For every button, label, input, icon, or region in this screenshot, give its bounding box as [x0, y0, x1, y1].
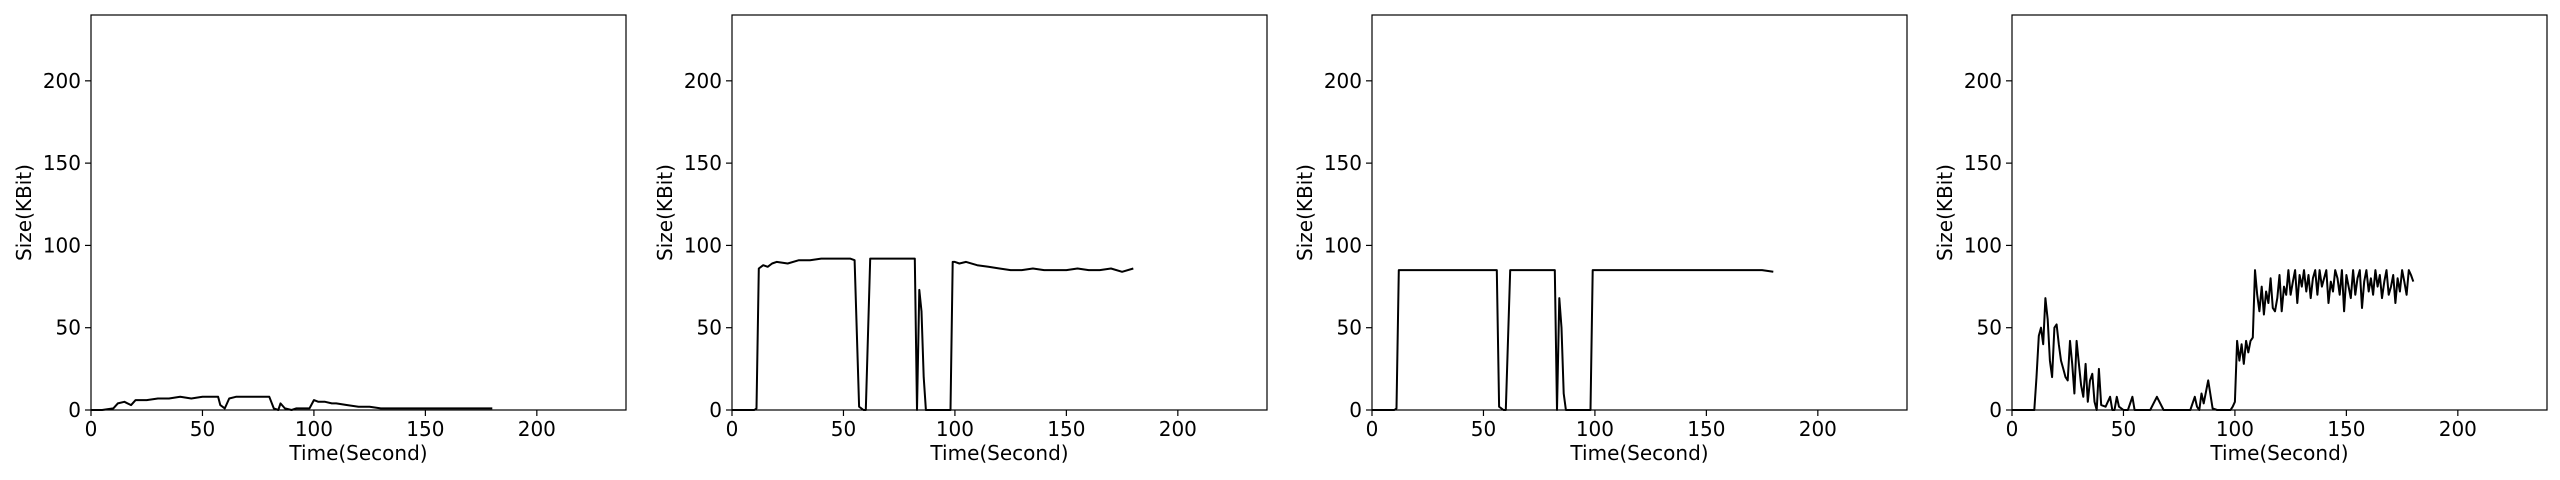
x-axis-label: Time(Second): [929, 441, 1068, 465]
x-axis-label: Time(Second): [1569, 441, 1708, 465]
x-tick-label: 150: [1047, 417, 1085, 441]
y-tick-label: 0: [1989, 398, 2002, 422]
y-tick-label: 0: [1349, 398, 1362, 422]
series-line: [732, 257, 1134, 411]
x-tick-label: 50: [2111, 417, 2136, 441]
y-tick-label: 150: [1964, 151, 2002, 175]
y-tick-label: 200: [43, 69, 81, 93]
y-axis-label: Size(KBit): [1933, 164, 1957, 261]
x-tick-label: 50: [190, 417, 215, 441]
y-axis-label: Size(KBit): [653, 164, 677, 261]
y-tick-label: 0: [68, 398, 81, 422]
plot-frame: [1371, 14, 1908, 411]
plot-frame: [90, 14, 627, 411]
x-tick-label: 0: [1366, 417, 1379, 441]
y-tick-label: 100: [684, 233, 722, 257]
y-tick-label: 50: [1977, 316, 2002, 340]
y-tick-label: 200: [684, 69, 722, 93]
chart-panels: 0 50 100 150 200 0 50 100 150 200 Time(Second) Size…: [12, 14, 2548, 465]
x-tick-label: 100: [2216, 417, 2254, 441]
y-axis-label: Size(KBit): [12, 164, 36, 261]
chart-panel-1: 0 50 100 150 200 0 50 100 150 200 Time(Second) Size…: [12, 14, 627, 465]
x-tick-label: 100: [1576, 417, 1614, 441]
y-tick-label: 150: [43, 151, 81, 175]
x-tick-label: 150: [1687, 417, 1725, 441]
x-axis-label: Time(Second): [2209, 441, 2348, 465]
y-tick-label: 150: [1324, 151, 1362, 175]
y-tick-label: 50: [56, 316, 81, 340]
x-tick-label: 50: [1471, 417, 1496, 441]
x-tick-label: 50: [831, 417, 856, 441]
series-line: [1372, 269, 1774, 411]
x-tick-label: 0: [2006, 417, 2019, 441]
y-tick-label: 100: [1964, 233, 2002, 257]
y-axis-label: Size(KBit): [1293, 164, 1317, 261]
x-tick-label: 0: [726, 417, 739, 441]
chart-panel-3: 0 50 100 150 200 0 50 100 150 200 Time(Second) Size…: [1293, 14, 1908, 465]
y-tick-label: 200: [1964, 69, 2002, 93]
x-tick-label: 0: [85, 417, 98, 441]
y-tick-label: 150: [684, 151, 722, 175]
y-tick-label: 100: [43, 233, 81, 257]
chart-panel-2: 0 50 100 150 200 0 50 100 150 200 Time(Second) Size…: [653, 14, 1268, 465]
y-tick-label: 50: [697, 316, 722, 340]
plot-frame: [731, 14, 1268, 411]
x-tick-label: 200: [518, 417, 556, 441]
series-line: [91, 395, 493, 411]
x-tick-label: 200: [1159, 417, 1197, 441]
series-line: [2012, 269, 2415, 411]
x-axis-label: Time(Second): [288, 441, 427, 465]
y-tick-label: 50: [1337, 316, 1362, 340]
y-tick-label: 200: [1324, 69, 1362, 93]
x-tick-label: 100: [295, 417, 333, 441]
chart-panel-4: 0 50 100 150 200 0 50 100 150 200 Time(Second) Size…: [1933, 14, 2548, 465]
x-tick-label: 200: [1799, 417, 1837, 441]
x-tick-label: 150: [2327, 417, 2365, 441]
plot-frame: [2011, 14, 2548, 411]
x-tick-label: 200: [2439, 417, 2477, 441]
x-tick-label: 100: [936, 417, 974, 441]
y-tick-label: 0: [709, 398, 722, 422]
x-tick-label: 150: [406, 417, 444, 441]
y-tick-label: 100: [1324, 233, 1362, 257]
